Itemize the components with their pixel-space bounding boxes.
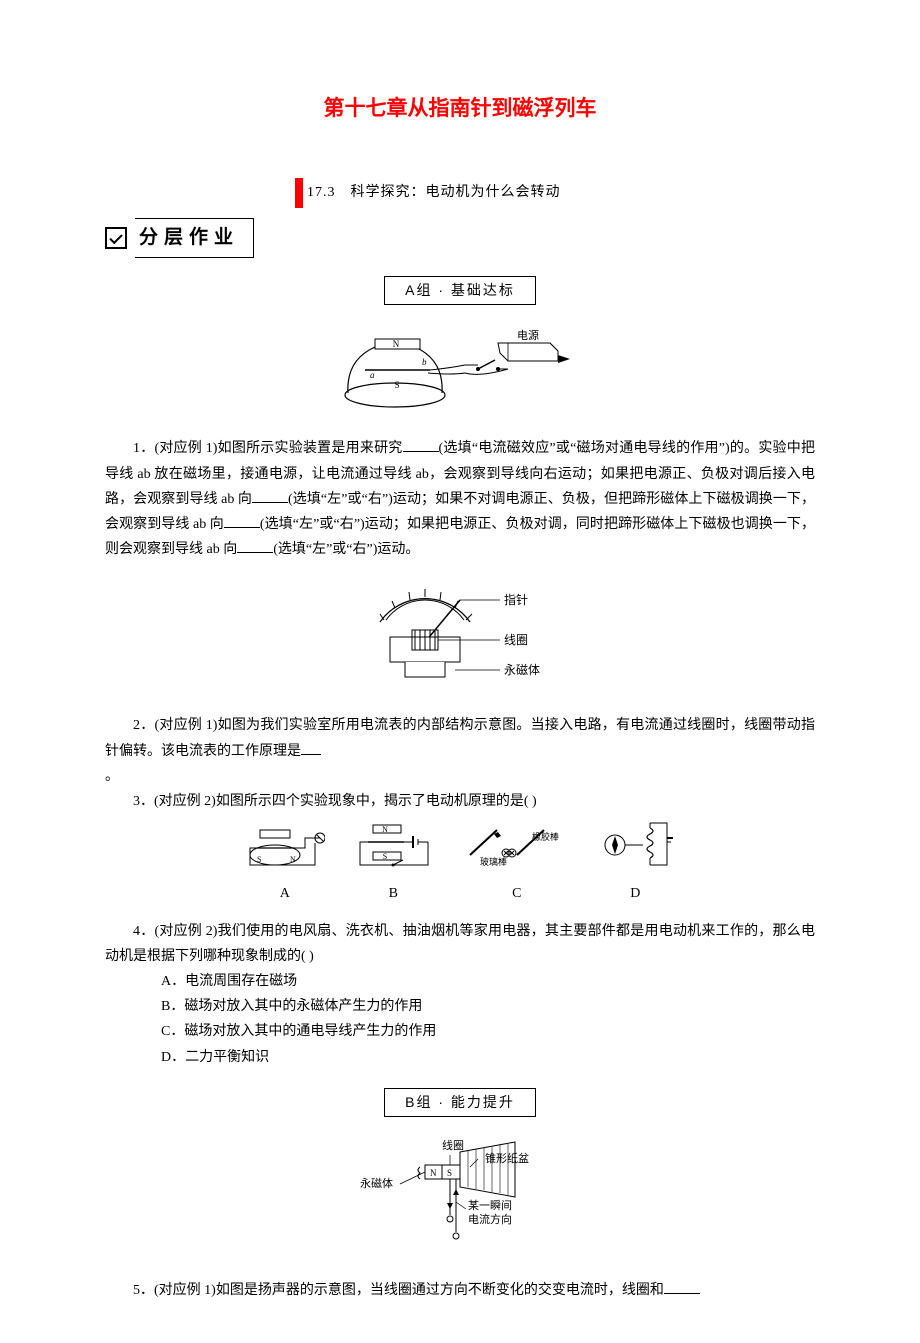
svg-text:S: S [257,855,261,864]
q1-prefix: 1．(对应例 1)如图所示实验装置是用来研究 [133,441,403,456]
q4-opt-a: A．电流周围存在磁场 [133,969,815,994]
q1-blank-4 [237,538,273,553]
q3-fig-a: S N [245,820,325,870]
q2-main: 2．(对应例 1)如图为我们实验室所用电流表的内部结构示意图。当接入电路，有电流… [105,718,815,758]
figure-5-svg: N S 线圈 锥形纸盆 永磁体 某一瞬间 电流方向 [350,1137,570,1257]
q1-text: 1．(对应例 1)如图所示实验装置是用来研究(选填“电流磁效应”或“磁场对通电导… [105,436,815,562]
svg-text:a: a [370,370,375,380]
svg-text:N: N [382,825,388,834]
q1-blank-1 [403,437,439,452]
q3-opt-c: 玻璃棒 橡胶棒 C [462,820,572,906]
svg-text:永磁体: 永磁体 [504,662,540,677]
figure-1: N S a b 电源 [105,325,815,424]
svg-text:锥形纸盆: 锥形纸盆 [485,1151,529,1165]
q1-blank-3 [224,513,260,528]
checkbox-icon [105,227,127,249]
q3-fig-c: 玻璃棒 橡胶棒 [462,820,572,870]
q3-fig-d [595,820,675,870]
figure-2: 指针 线圈 永磁体 [105,582,815,701]
svg-text:S: S [383,852,387,861]
q2-after: 。 [105,764,815,789]
q4-opt-d: D．二力平衡知识 [133,1045,815,1070]
q3-label-c: C [462,881,572,906]
svg-text:橡胶棒: 橡胶棒 [532,831,559,842]
layer-label: 分层作业 [135,218,254,258]
svg-text:玻璃棒: 玻璃棒 [480,856,507,867]
q2-blank [301,740,321,755]
svg-text:N: N [430,1168,437,1178]
q5-blank [664,1279,700,1294]
svg-text:永磁体: 永磁体 [360,1176,393,1190]
svg-text:线圈: 线圈 [504,633,528,647]
q3-fig-b: N S [348,820,438,870]
group-b-header: B组 · 能力提升 [105,1088,815,1117]
section-title-row: 17.3 科学探究：电动机为什么会转动 [295,178,815,208]
section-title: 17.3 科学探究：电动机为什么会转动 [307,180,561,205]
q3-options-row: S N A N S [105,820,815,906]
svg-text:线圈: 线圈 [442,1138,464,1152]
q4-opt-c: C．磁场对放入其中的通电导线产生力的作用 [133,1019,815,1044]
svg-text:某一瞬间: 某一瞬间 [468,1199,512,1212]
q3-text: 3．(对应例 2)如图所示四个实验现象中，揭示了电动机原理的是( ) [105,789,815,814]
q3-opt-b: N S B [348,820,438,906]
group-b-label: B组 · 能力提升 [384,1088,536,1117]
svg-text:指针: 指针 [504,592,528,607]
q1-blank-2 [252,488,288,503]
q4-text: 4．(对应例 2)我们使用的电风扇、洗衣机、抽油烟机等家用电器，其主要部件都是用… [105,919,815,969]
svg-text:S: S [394,380,399,390]
q5-prefix: 5．(对应例 1)如图是扬声器的示意图，当线圈通过方向不断变化的交变电流时，线圈… [133,1283,664,1298]
svg-text:电流方向: 电流方向 [468,1212,512,1226]
layer-badge: 分层作业 [105,218,815,258]
q2-text: 2．(对应例 1)如图为我们实验室所用电流表的内部结构示意图。当接入电路，有电流… [105,713,815,763]
q3-label-a: A [245,881,325,906]
svg-text:b: b [422,357,427,367]
page: 第十七章从指南针到磁浮列车 17.3 科学探究：电动机为什么会转动 分层作业 A… [0,0,920,1343]
chapter-title: 第十七章从指南针到磁浮列车 [105,90,815,128]
svg-text:S: S [447,1168,452,1178]
q5-text: 5．(对应例 1)如图是扬声器的示意图，当线圈通过方向不断变化的交变电流时，线圈… [105,1278,815,1303]
svg-text:N: N [290,855,296,864]
figure-2-svg: 指针 线圈 永磁体 [360,582,560,692]
q3-opt-d: D [595,820,675,906]
q4-opt-b: B．磁场对放入其中的永磁体产生力的作用 [133,994,815,1019]
q3-label-b: B [348,881,438,906]
q3-opt-a: S N A [245,820,325,906]
svg-text:电源: 电源 [517,328,539,342]
figure-5: N S 线圈 锥形纸盆 永磁体 某一瞬间 电流方向 [105,1137,815,1266]
group-a-label: A组 · 基础达标 [384,276,536,305]
red-bar-icon [295,178,303,208]
group-a-header: A组 · 基础达标 [105,276,815,305]
q1-hint4: (选填“左”或“右”)运动。 [273,542,419,557]
figure-1-svg: N S a b 电源 [340,325,580,415]
q3-label-d: D [595,881,675,906]
svg-text:N: N [393,339,400,349]
